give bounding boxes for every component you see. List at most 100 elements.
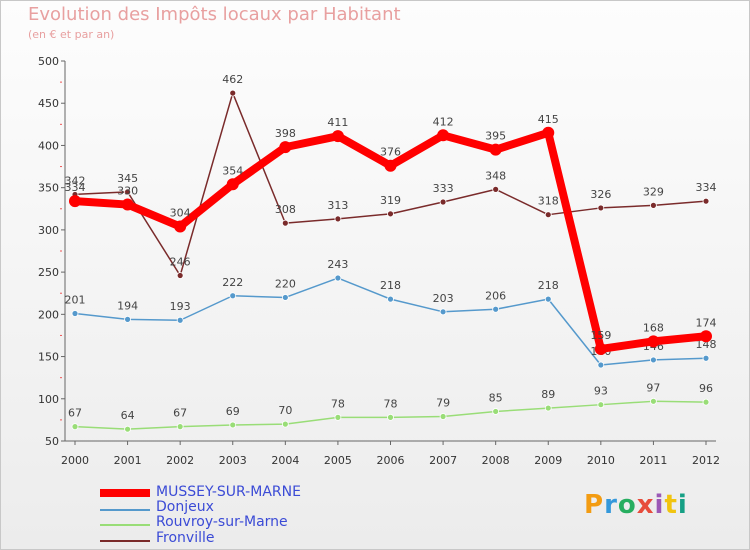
- logo-letter: i: [654, 490, 665, 520]
- data-point: [544, 295, 552, 303]
- data-label: 411: [327, 116, 348, 129]
- legend-swatch-fronville: [100, 540, 150, 542]
- data-point: [650, 397, 657, 405]
- logo-letter: o: [617, 490, 637, 520]
- data-point: [387, 295, 394, 303]
- data-point: [176, 423, 184, 431]
- y-tick-label: 150: [38, 351, 59, 364]
- legend-label-mussey: MUSSEY-SUR-MARNE: [156, 484, 301, 500]
- x-tick-label: 2007: [429, 454, 457, 467]
- data-point: [489, 143, 502, 156]
- data-label: 67: [173, 407, 187, 420]
- data-label: 246: [170, 255, 191, 268]
- data-point: [331, 130, 344, 143]
- data-label: 330: [117, 185, 138, 198]
- data-point: [702, 398, 710, 406]
- logo-letter: t: [664, 490, 678, 520]
- x-tick-label: 2003: [219, 454, 247, 467]
- data-point: [650, 356, 657, 364]
- data-label: 376: [380, 146, 401, 159]
- data-point: [334, 413, 342, 421]
- data-point: [544, 404, 552, 412]
- x-tick-label: 2005: [324, 454, 352, 467]
- y-tick-label: 500: [38, 55, 59, 68]
- data-label: 222: [222, 276, 243, 289]
- x-tick-label: 2011: [639, 454, 667, 467]
- data-point: [121, 198, 134, 211]
- data-label: 218: [538, 279, 559, 292]
- data-label: 194: [117, 299, 138, 312]
- data-label: 174: [696, 316, 717, 329]
- data-point: [124, 425, 131, 433]
- legend-swatch-mussey: [100, 489, 150, 497]
- data-label: 78: [384, 397, 398, 410]
- data-label: 318: [538, 195, 559, 208]
- data-point: [437, 129, 450, 142]
- data-label: 308: [275, 203, 296, 216]
- data-point: [226, 178, 239, 191]
- data-label: 218: [380, 279, 401, 292]
- x-tick-label: 2009: [534, 454, 562, 467]
- data-point: [702, 354, 710, 362]
- data-label: 93: [594, 385, 608, 398]
- data-label: 201: [65, 293, 86, 306]
- data-point: [594, 342, 607, 355]
- data-label: 193: [170, 300, 191, 313]
- x-tick-label: 2012: [692, 454, 720, 467]
- data-point: [176, 272, 184, 279]
- data-label: 326: [590, 188, 611, 201]
- data-point: [439, 413, 447, 420]
- data-label: 342: [65, 174, 86, 187]
- data-point: [650, 201, 657, 209]
- x-tick-label: 2004: [271, 454, 299, 467]
- legend-label-rouvroy: Rouvroy-sur-Marne: [156, 514, 288, 530]
- data-label: 304: [170, 207, 191, 220]
- data-label: 243: [327, 258, 348, 271]
- logo-letter: i: [677, 490, 688, 520]
- legend-label-fronville: Fronville: [156, 530, 215, 546]
- data-point: [334, 274, 342, 282]
- data-label: 329: [643, 185, 664, 198]
- y-tick-label: 400: [38, 139, 59, 152]
- x-tick-label: 2006: [377, 454, 405, 467]
- data-label: 220: [275, 277, 296, 290]
- logo-letter: P: [584, 490, 605, 520]
- data-label: 97: [646, 381, 660, 394]
- chart-subtitle: (en € et par an): [28, 28, 115, 41]
- data-point: [439, 198, 447, 206]
- data-label: 345: [117, 172, 138, 185]
- data-label: 334: [65, 181, 86, 194]
- legend-swatch-donjeux: [100, 509, 150, 511]
- x-tick-label: 2001: [114, 454, 142, 467]
- y-tick-label: 350: [38, 182, 59, 195]
- data-point: [281, 219, 289, 227]
- data-point: [700, 330, 712, 343]
- data-label: 78: [331, 397, 345, 410]
- data-label: 415: [538, 113, 559, 126]
- data-label: 462: [222, 73, 243, 86]
- data-label: 96: [699, 382, 713, 395]
- data-point: [279, 141, 292, 154]
- data-label: 334: [696, 181, 717, 194]
- data-point: [702, 197, 710, 205]
- data-label: 398: [275, 127, 296, 140]
- x-tick-label: 2008: [482, 454, 510, 467]
- data-point: [597, 361, 605, 369]
- data-point: [384, 159, 397, 172]
- data-label: 64: [121, 409, 135, 422]
- data-point: [281, 294, 289, 301]
- data-label: 313: [327, 199, 348, 212]
- y-tick-label: 300: [38, 224, 59, 237]
- data-point: [69, 195, 81, 208]
- legend-swatch-rouvroy: [100, 524, 150, 526]
- y-tick-label: 450: [38, 97, 59, 110]
- data-label: 348: [485, 169, 506, 182]
- data-label: 67: [68, 407, 82, 420]
- data-label: 85: [489, 391, 503, 404]
- data-label: 333: [433, 182, 454, 195]
- data-point: [229, 89, 237, 97]
- y-tick-label: 250: [38, 266, 59, 279]
- data-label: 203: [433, 292, 454, 305]
- data-point: [544, 211, 552, 219]
- y-tick-label: 100: [38, 393, 59, 406]
